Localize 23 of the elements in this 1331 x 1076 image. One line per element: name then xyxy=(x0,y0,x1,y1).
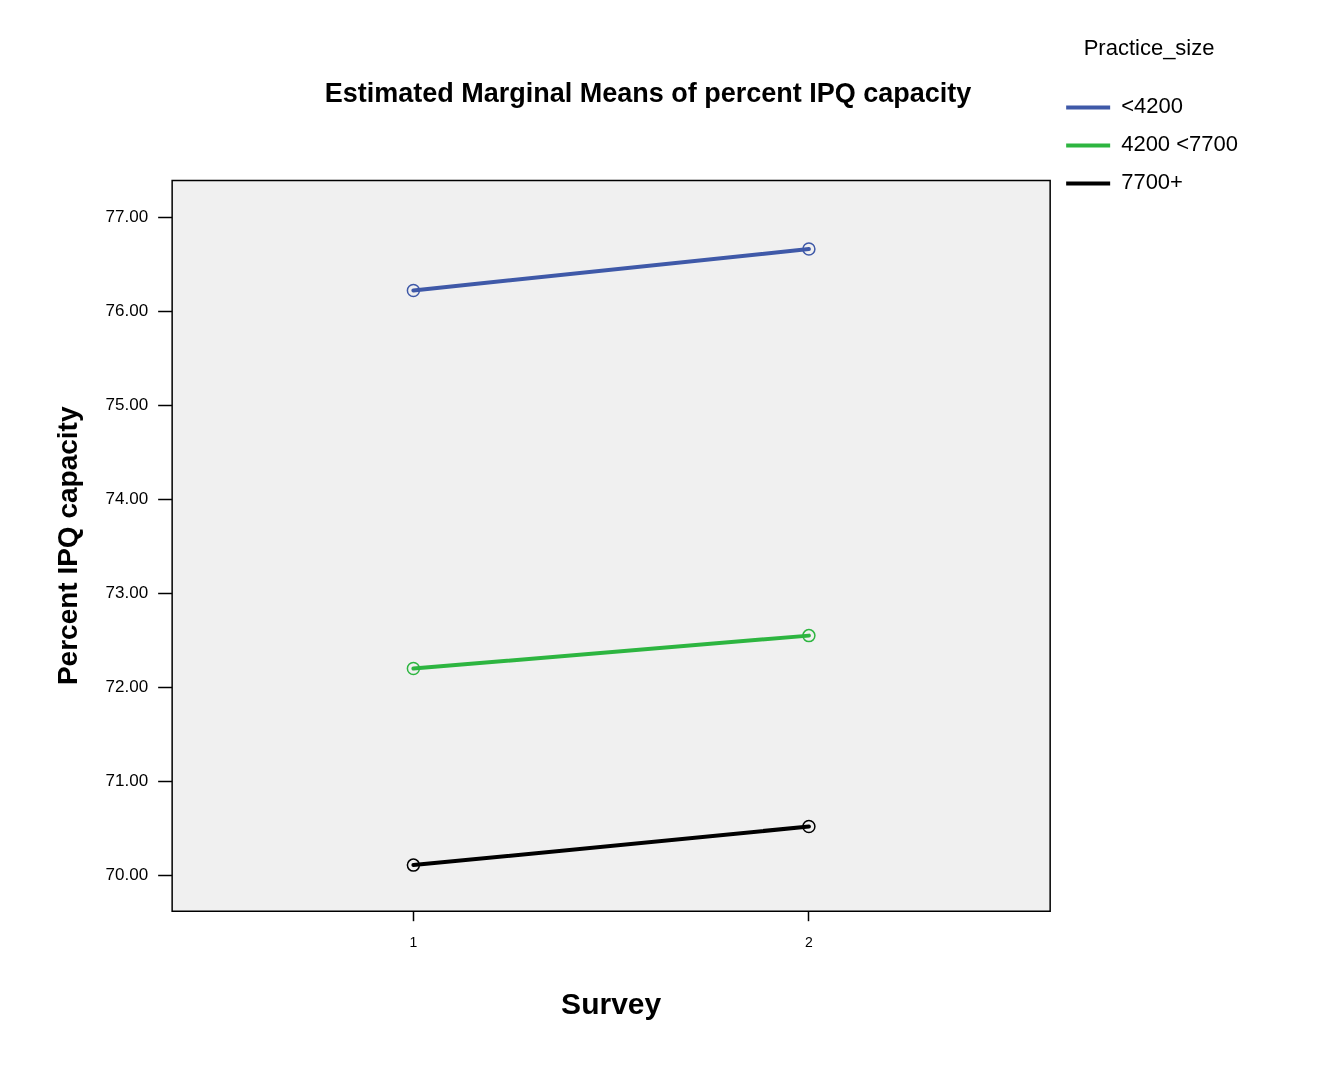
y-tick-label: 72.00 xyxy=(105,677,149,697)
x-axis-title: Survey xyxy=(561,987,662,1021)
point xyxy=(802,628,816,643)
y-tick-label: 73.00 xyxy=(105,582,149,602)
y-axis-title: Percent IPQ capacity xyxy=(51,406,83,686)
legend-label: <4200 xyxy=(1121,93,1183,119)
x-tick-label: 2 xyxy=(805,934,813,951)
y-tick-label: 76.00 xyxy=(105,300,149,320)
legend-title: Practice_size xyxy=(1083,35,1215,61)
x-tick-label: 1 xyxy=(409,934,418,951)
legend-label: 4200 <7700 xyxy=(1121,131,1238,157)
point xyxy=(802,242,816,256)
point xyxy=(406,858,421,872)
point xyxy=(802,819,816,834)
y-tick-label: 71.00 xyxy=(105,771,149,791)
y-tick-label: 70.00 xyxy=(105,865,149,885)
y-tick-label: 75.00 xyxy=(105,394,149,414)
legend-label: 7700+ xyxy=(1121,169,1183,195)
point xyxy=(406,661,421,676)
point xyxy=(406,283,421,298)
y-tick-label: 77.00 xyxy=(105,206,149,226)
chart-title: Estimated Marginal Means of percent IPQ capacity xyxy=(324,77,972,108)
y-tick-label: 74.00 xyxy=(105,488,149,508)
